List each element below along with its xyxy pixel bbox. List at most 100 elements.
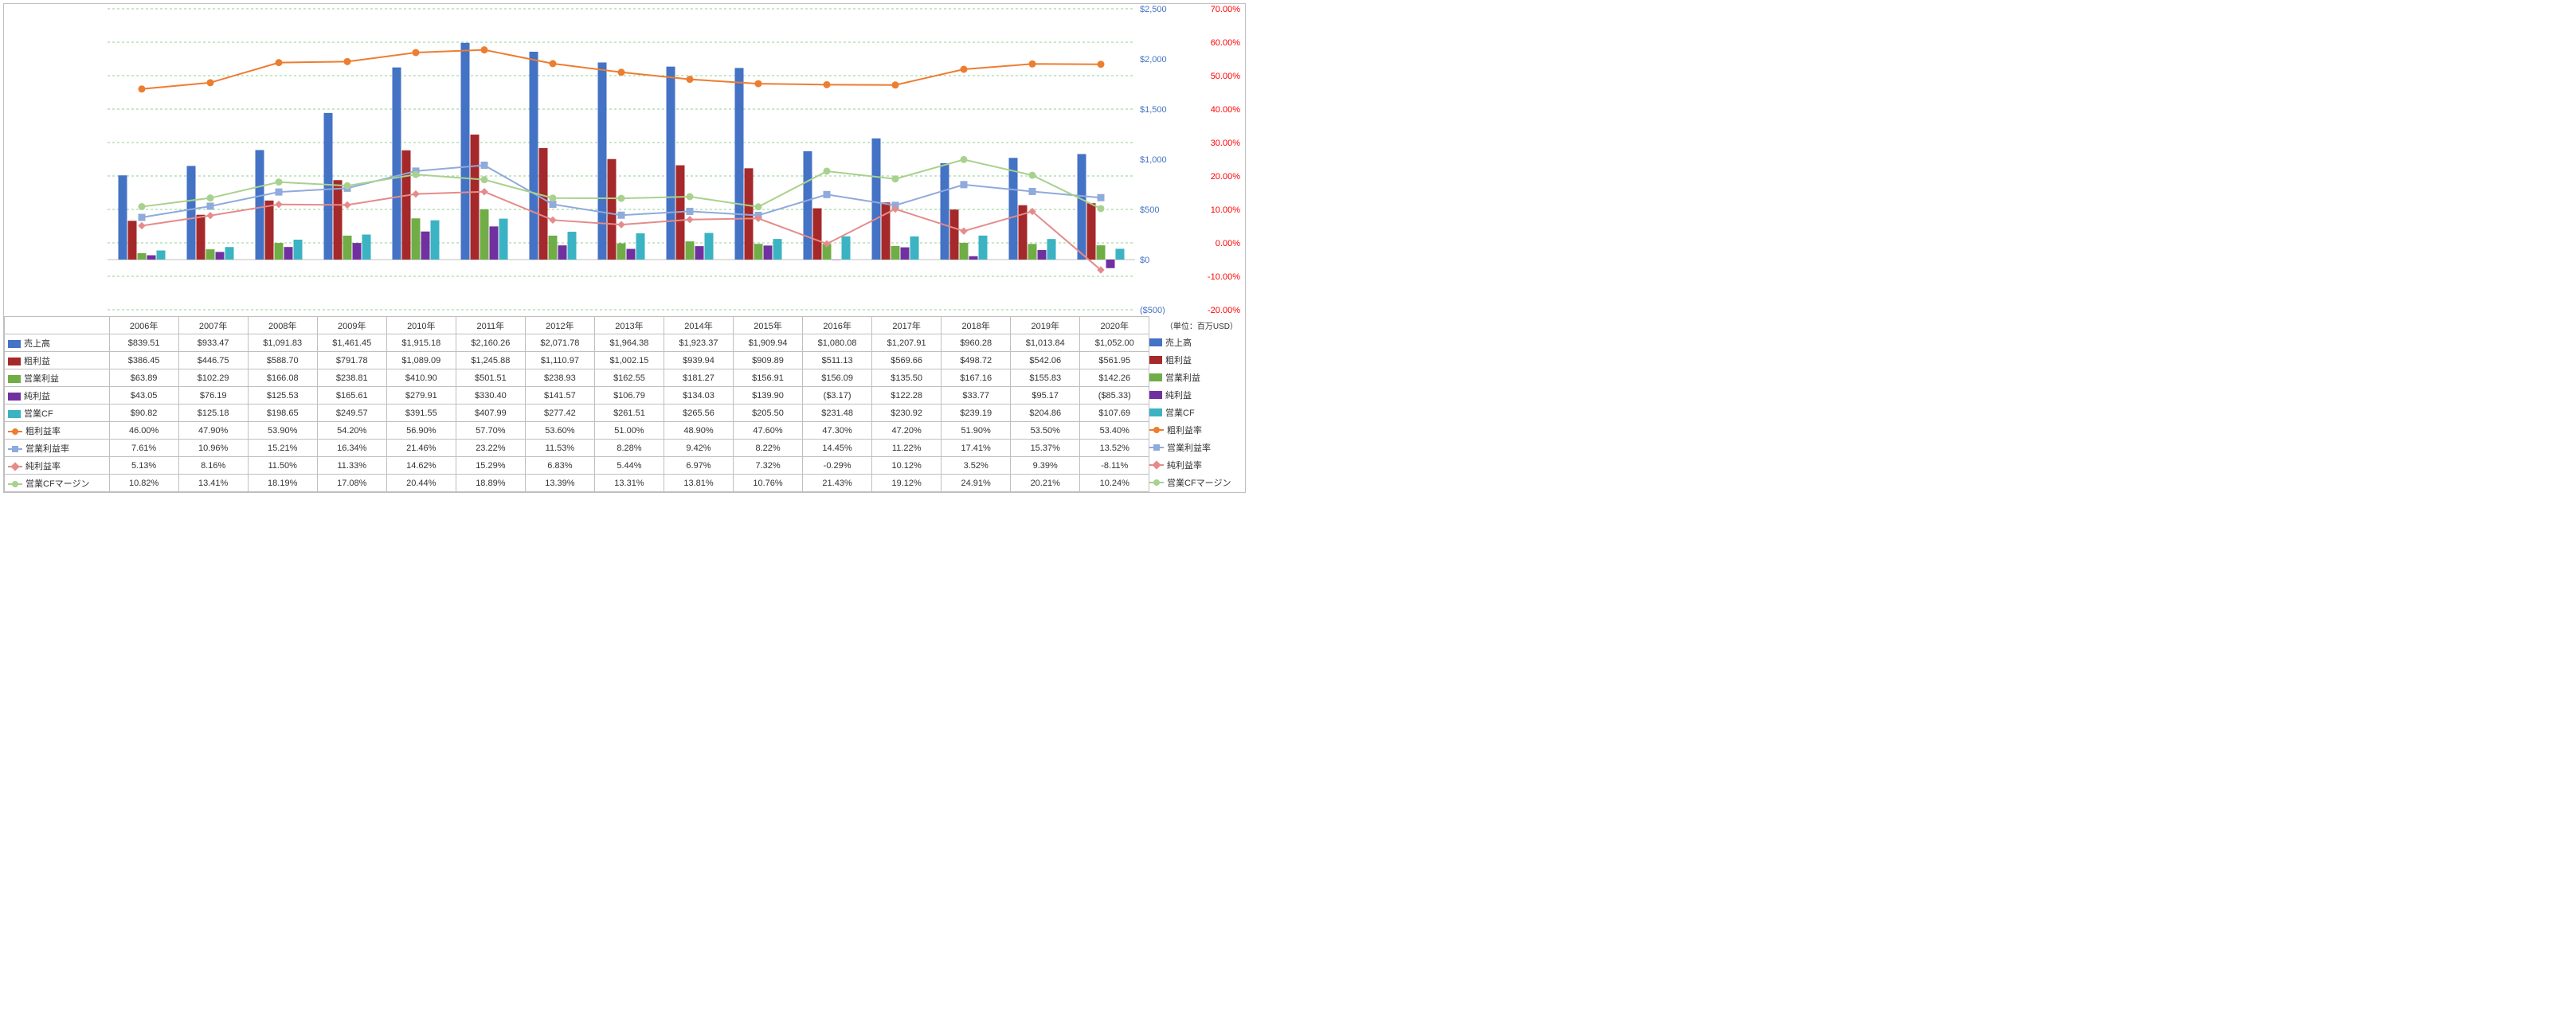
- table-row-opmargin: 営業利益率7.61%10.96%15.21%16.34%21.46%23.22%…: [5, 440, 1245, 457]
- axis-right-label-6: 40.00%: [1211, 105, 1241, 115]
- marker-cfmargin-14: [1098, 205, 1104, 212]
- marker-grossmargin-10: [824, 81, 830, 88]
- cell-netmargin-0: 5.13%: [109, 457, 178, 475]
- cell-cfmargin-11: 19.12%: [872, 475, 942, 492]
- table-row-cfmargin: 営業CFマージン10.82%13.41%18.19%17.08%20.44%18…: [5, 475, 1245, 492]
- cell-opcf-3: $249.57: [317, 405, 386, 422]
- marker-grossmargin-2: [276, 60, 282, 66]
- bar-gross-2: [265, 201, 274, 260]
- bar-opinc-7: [617, 244, 626, 260]
- cell-opinc-1: $102.29: [178, 369, 248, 387]
- legend-label-netinc: 純利益: [1165, 389, 1192, 401]
- cell-gross-8: $939.94: [664, 352, 733, 369]
- cell-revenue-7: $1,964.38: [594, 334, 664, 352]
- row-label-opcf: 営業CF: [5, 405, 110, 422]
- marker-cfmargin-11: [892, 176, 898, 182]
- cell-grossmargin-12: 51.90%: [942, 422, 1011, 440]
- bar-gross-4: [402, 150, 411, 260]
- cell-opcf-7: $261.51: [594, 405, 664, 422]
- cell-grossmargin-6: 53.60%: [525, 422, 594, 440]
- cell-gross-6: $1,110.97: [525, 352, 594, 369]
- cell-opcf-8: $265.56: [664, 405, 733, 422]
- bar-opcf-11: [910, 236, 919, 260]
- legend-item-grossmargin: 粗利益率: [1148, 421, 1242, 439]
- year-header-11: 2017年: [872, 317, 942, 334]
- bar-opcf-14: [1116, 248, 1125, 260]
- cell-opcf-0: $90.82: [109, 405, 178, 422]
- year-header-13: 2019年: [1011, 317, 1080, 334]
- bar-opinc-5: [480, 209, 489, 260]
- bar-netinc-9: [764, 245, 773, 260]
- year-header-4: 2010年: [386, 317, 456, 334]
- cell-opmargin-12: 17.41%: [942, 440, 1011, 457]
- cell-netinc-7: $106.79: [594, 387, 664, 405]
- cell-opmargin-14: 13.52%: [1080, 440, 1149, 457]
- legend-label-opmargin: 営業利益率: [1167, 441, 1211, 454]
- chart-plot-area: ($500)$0$500$1,000$1,500$2,000$2,500-20.…: [4, 4, 1245, 316]
- marker-cfmargin-3: [344, 182, 350, 189]
- marker-opmargin-5: [481, 162, 487, 168]
- cell-opinc-11: $135.50: [872, 369, 942, 387]
- bar-revenue-1: [187, 166, 196, 260]
- cell-grossmargin-5: 57.70%: [456, 422, 525, 440]
- cell-opinc-5: $501.51: [456, 369, 525, 387]
- cell-cfmargin-13: 20.21%: [1011, 475, 1080, 492]
- cell-cfmargin-1: 13.41%: [178, 475, 248, 492]
- marker-opmargin-7: [618, 212, 624, 218]
- cell-opmargin-4: 21.46%: [386, 440, 456, 457]
- cell-revenue-6: $2,071.78: [525, 334, 594, 352]
- bar-netinc-1: [216, 252, 225, 260]
- marker-cfmargin-2: [276, 179, 282, 186]
- bar-gross-12: [950, 209, 959, 260]
- cell-gross-2: $588.70: [248, 352, 317, 369]
- marker-opmargin-1: [207, 203, 213, 209]
- cell-grossmargin-2: 53.90%: [248, 422, 317, 440]
- cell-opinc-3: $238.81: [317, 369, 386, 387]
- cell-opinc-10: $156.09: [803, 369, 872, 387]
- cell-opmargin-13: 15.37%: [1011, 440, 1080, 457]
- axis-left-label-2: $500: [1140, 205, 1159, 215]
- right-legend-column: 売上高粗利益営業利益純利益営業CF粗利益率営業利益率純利益率営業CFマージン: [1148, 316, 1242, 491]
- marker-grossmargin-11: [892, 82, 898, 88]
- bar-netinc-8: [695, 246, 704, 260]
- bar-gross-14: [1087, 203, 1096, 260]
- cell-cfmargin-0: 10.82%: [109, 475, 178, 492]
- marker-opmargin-8: [687, 208, 693, 214]
- cell-netmargin-3: 11.33%: [317, 457, 386, 475]
- cell-cfmargin-2: 18.19%: [248, 475, 317, 492]
- marker-grossmargin-4: [413, 49, 419, 56]
- marker-netmargin-4: [413, 191, 419, 197]
- marker-grossmargin-0: [139, 86, 145, 92]
- cell-cfmargin-14: 10.24%: [1080, 475, 1149, 492]
- cell-revenue-9: $1,909.94: [734, 334, 803, 352]
- bar-opinc-13: [1028, 244, 1037, 260]
- bar-opcf-3: [362, 235, 371, 260]
- cell-opcf-4: $391.55: [386, 405, 456, 422]
- marker-opmargin-2: [276, 189, 282, 195]
- axis-right-label-1: -10.00%: [1208, 272, 1240, 282]
- marker-opmargin-6: [550, 201, 556, 208]
- axis-left-label-5: $2,000: [1140, 55, 1167, 64]
- cell-gross-3: $791.78: [317, 352, 386, 369]
- marker-grossmargin-5: [481, 47, 487, 53]
- bar-opcf-9: [773, 239, 782, 260]
- year-header-5: 2011年: [456, 317, 525, 334]
- table-row-gross: 粗利益$386.45$446.75$588.70$791.78$1,089.09…: [5, 352, 1245, 369]
- axis-right-label-2: 0.00%: [1216, 239, 1240, 248]
- cell-opinc-2: $166.08: [248, 369, 317, 387]
- bar-opinc-12: [960, 243, 969, 260]
- bar-opinc-9: [754, 244, 763, 260]
- axis-right-label-4: 20.00%: [1211, 172, 1241, 182]
- cell-netinc-13: $95.17: [1011, 387, 1080, 405]
- marker-cfmargin-4: [413, 171, 419, 178]
- cell-netinc-10: ($3.17): [803, 387, 872, 405]
- marker-opmargin-10: [824, 191, 830, 197]
- cell-opmargin-11: 11.22%: [872, 440, 942, 457]
- bar-opcf-10: [842, 236, 851, 260]
- cell-revenue-4: $1,915.18: [386, 334, 456, 352]
- bar-revenue-12: [941, 163, 949, 260]
- marker-opmargin-0: [139, 214, 145, 221]
- cell-opinc-7: $162.55: [594, 369, 664, 387]
- bar-gross-10: [813, 209, 822, 260]
- cell-gross-1: $446.75: [178, 352, 248, 369]
